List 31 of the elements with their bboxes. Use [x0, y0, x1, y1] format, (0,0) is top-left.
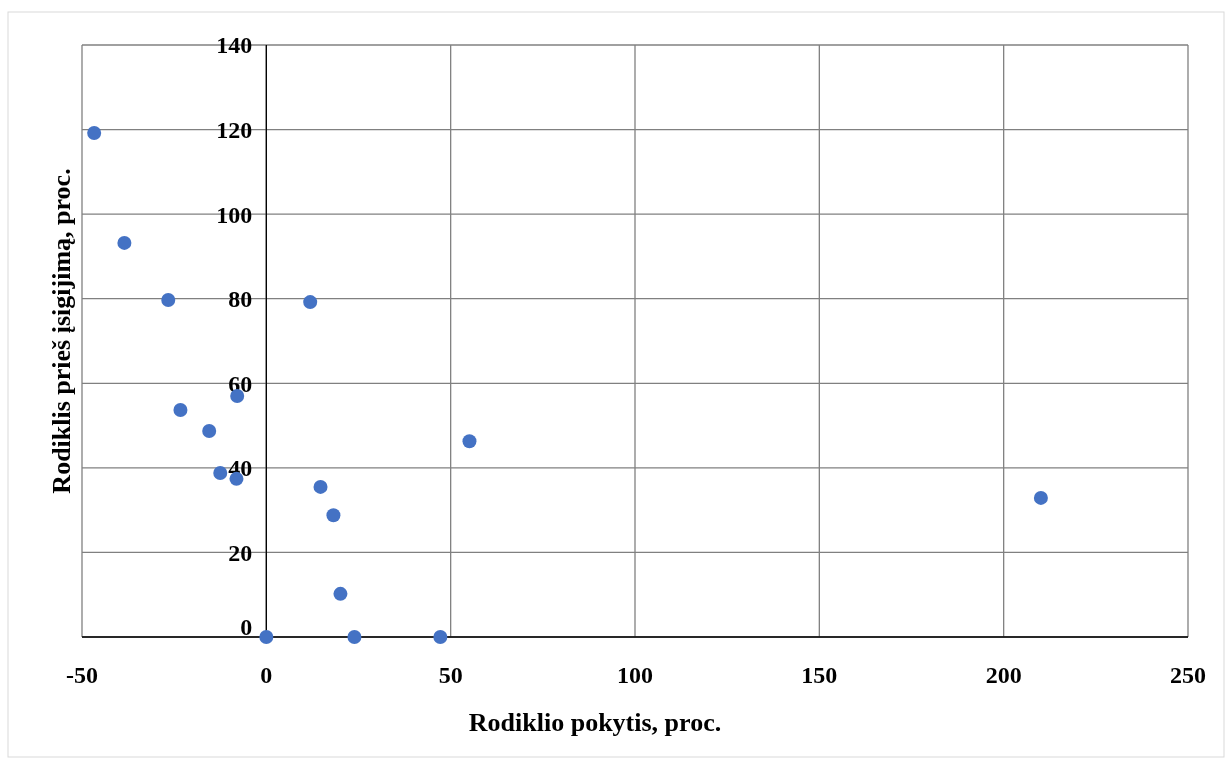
point: [313, 479, 328, 494]
point: [462, 434, 477, 449]
y-tick-label: 80: [228, 286, 253, 313]
point: [117, 235, 132, 250]
y-tick-label: 120: [216, 116, 253, 143]
x-tick-label: 0: [260, 662, 273, 688]
point: [326, 508, 341, 523]
point: [303, 295, 318, 310]
point: [173, 402, 188, 417]
y-tick-label: 0: [240, 614, 253, 641]
point: [333, 586, 348, 601]
y-tick-label: 100: [216, 201, 253, 228]
y-tick-label: 60: [228, 370, 253, 397]
point: [213, 465, 228, 480]
point: [433, 630, 448, 644]
y-tick-label: 140: [216, 32, 253, 59]
y-tick-label: 20: [228, 539, 253, 566]
x-tick-label: 150: [801, 662, 838, 688]
point: [259, 630, 274, 644]
x-tick-label: 250: [1170, 662, 1206, 688]
x-tick-label: 200: [985, 662, 1022, 688]
x-tick-label: 50: [438, 662, 463, 688]
point: [347, 630, 362, 644]
x-tick-label: -50: [66, 662, 98, 688]
point: [202, 424, 217, 439]
x-tick-label: 100: [617, 662, 653, 688]
point: [1033, 490, 1048, 505]
point: [87, 125, 102, 140]
point: [161, 292, 176, 307]
x-axis-title: Rodiklio pokytis, proc.: [468, 708, 722, 737]
y-axis-title: Rodiklis prieš įsigijimą, proc.: [47, 168, 76, 494]
